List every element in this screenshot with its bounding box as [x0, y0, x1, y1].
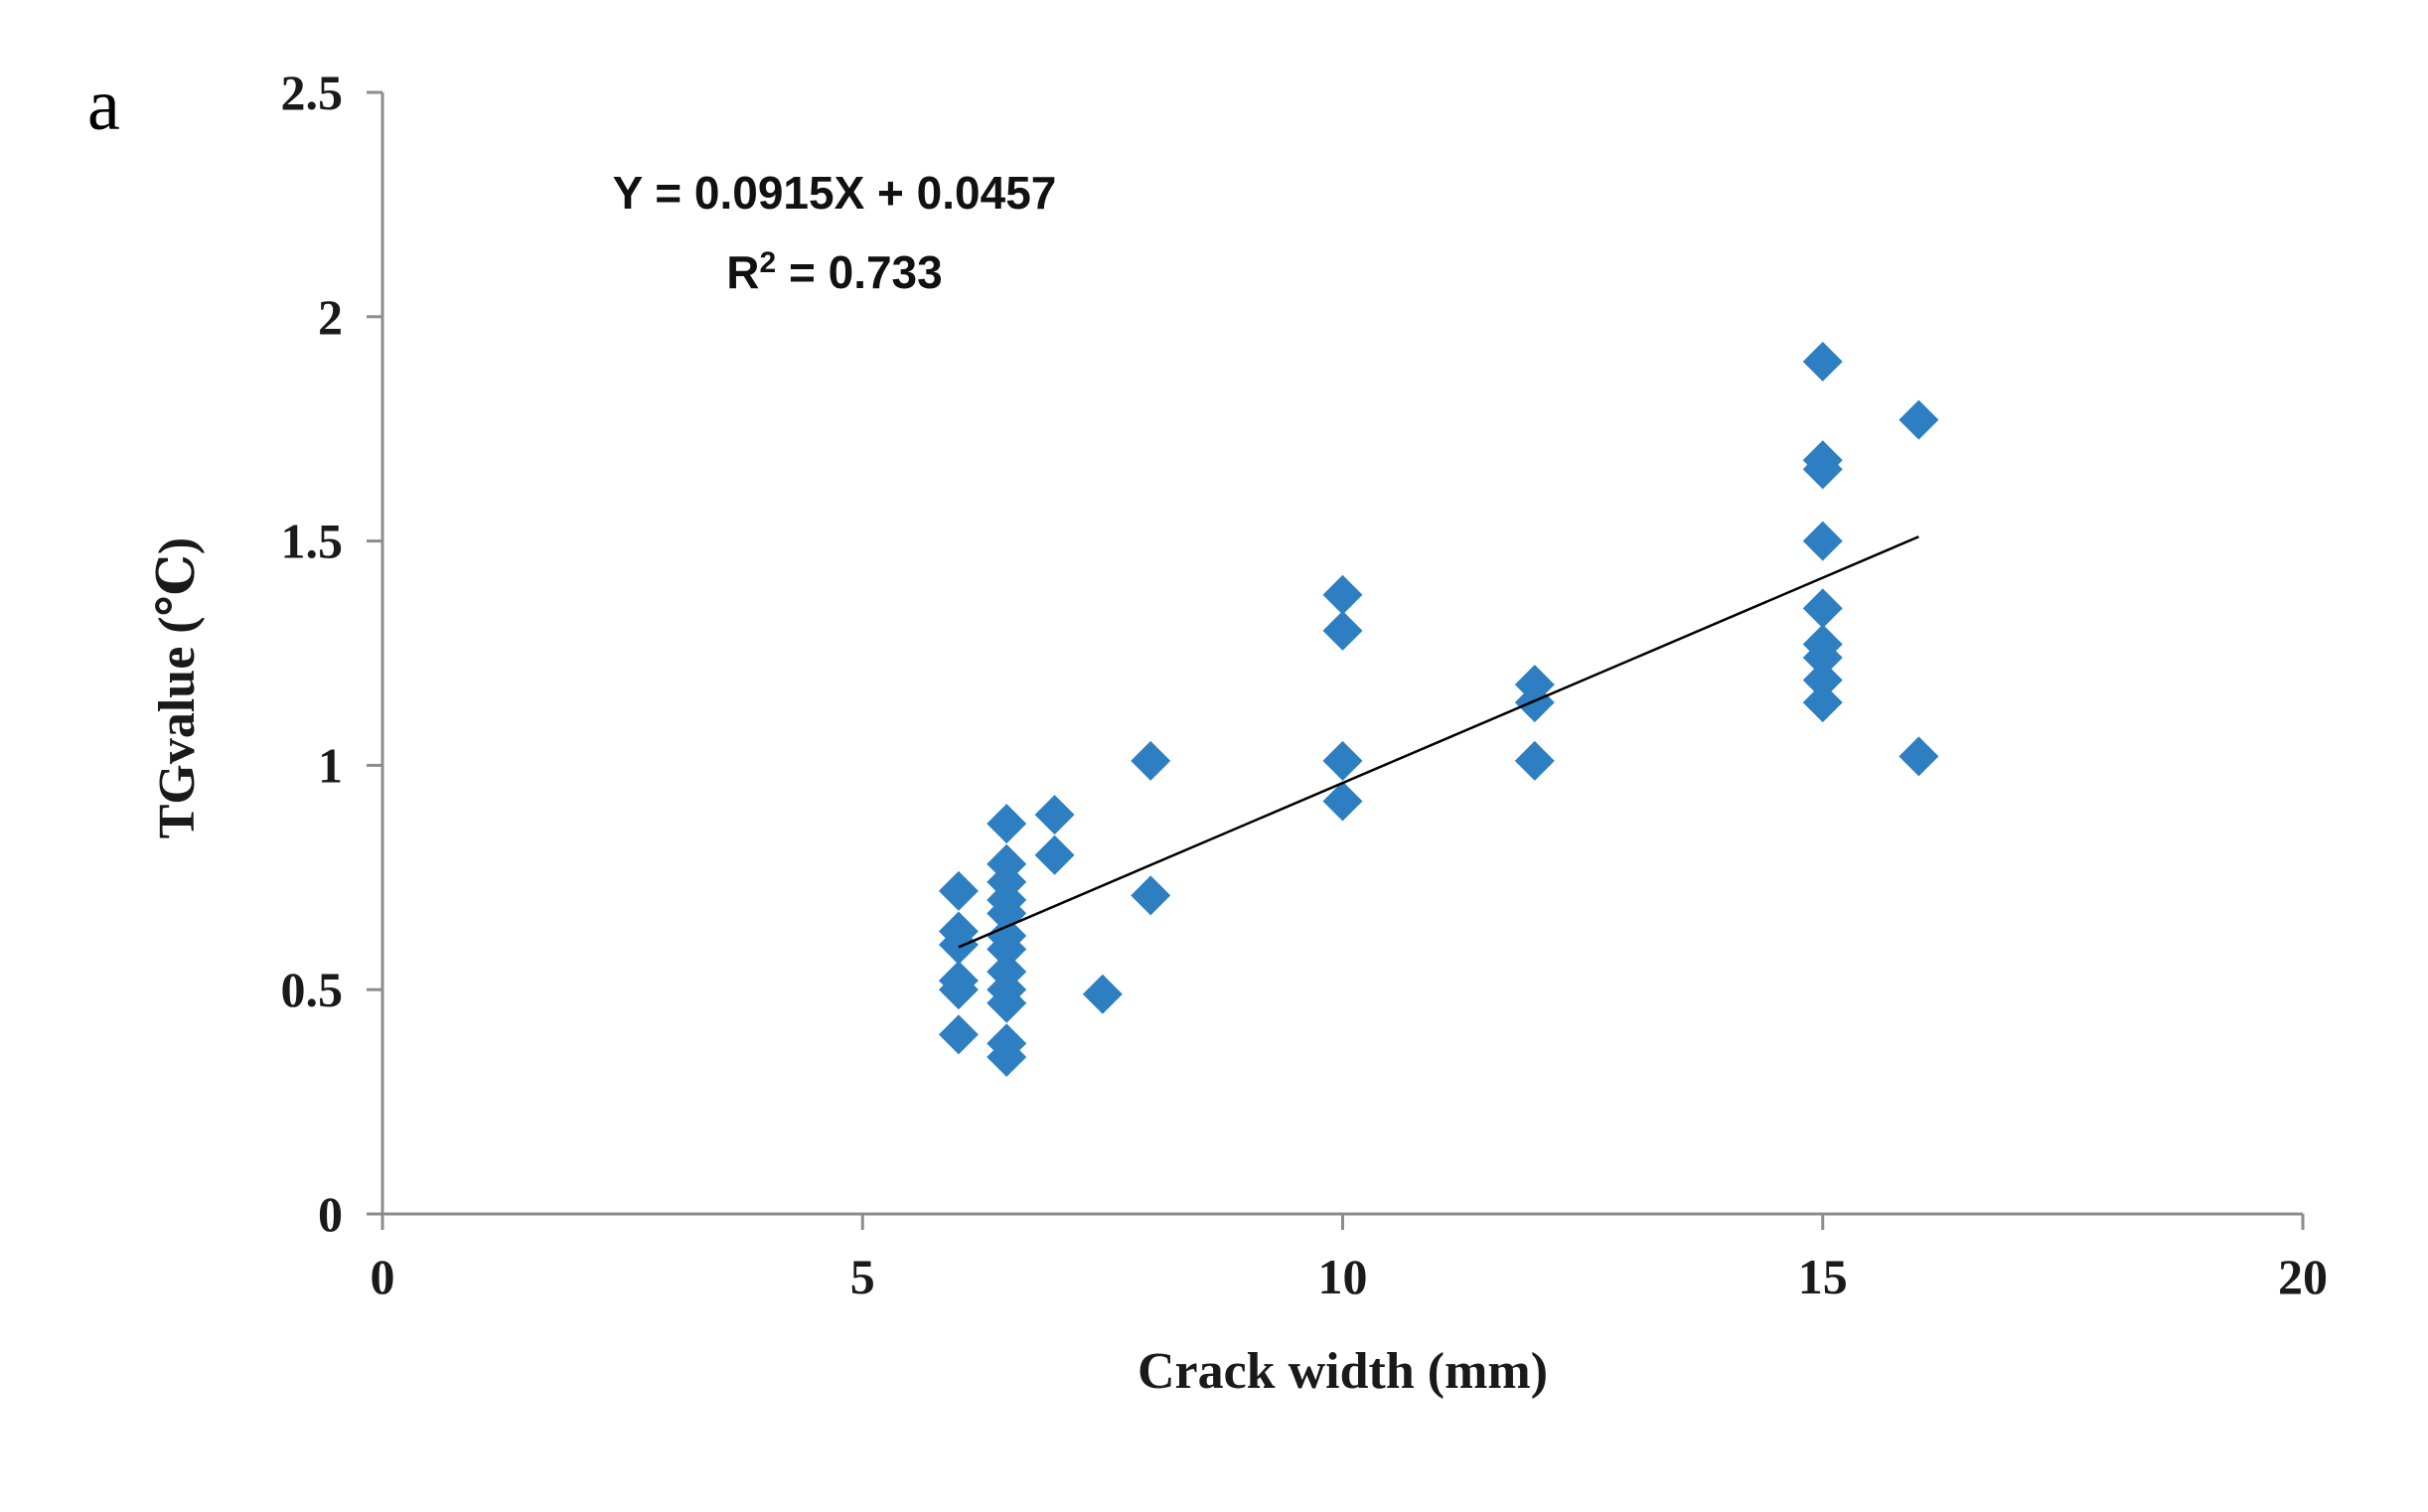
- x-ticks: 0 5 10 15 20: [371, 1214, 2328, 1304]
- data-point: [1898, 399, 1939, 440]
- data-point: [1034, 834, 1075, 875]
- data-point: [1322, 740, 1363, 781]
- data-point: [1322, 574, 1363, 615]
- data-point: [1802, 341, 1843, 381]
- data-point: [1802, 521, 1843, 561]
- data-point: [986, 983, 1027, 1023]
- r-squared-exponent: 2: [760, 246, 777, 279]
- x-tick-label: 15: [1798, 1249, 1848, 1304]
- y-tick-label: 0.5: [281, 962, 344, 1017]
- y-tick-label: 0: [318, 1186, 343, 1242]
- y-tick-label: 2.5: [281, 65, 344, 120]
- r-squared-prefix: R: [726, 246, 759, 298]
- data-points: [938, 341, 1939, 1077]
- x-axis-title: Crack width (mm): [1138, 1343, 1548, 1400]
- data-point: [986, 929, 1027, 970]
- y-tick-label: 1: [318, 737, 343, 793]
- data-point: [1082, 974, 1123, 1014]
- data-point: [1802, 682, 1843, 723]
- y-axis-title: TGvalue (℃): [149, 537, 206, 839]
- data-point: [1802, 449, 1843, 490]
- y-tick-label: 1.5: [281, 514, 344, 569]
- data-point: [938, 1014, 979, 1055]
- r-squared-value: = 0.733: [776, 246, 943, 298]
- data-point: [1322, 610, 1363, 651]
- data-point: [986, 804, 1027, 844]
- x-tick-label: 0: [371, 1249, 395, 1304]
- data-point: [1034, 795, 1075, 835]
- data-point: [1514, 740, 1555, 781]
- y-ticks: 0 0.5 1 1.5 2 2.5: [281, 65, 382, 1242]
- data-point: [986, 1036, 1027, 1077]
- y-tick-label: 2: [318, 289, 343, 345]
- x-tick-label: 5: [850, 1249, 875, 1304]
- data-point: [938, 870, 979, 911]
- data-point: [1131, 875, 1171, 916]
- x-tick-label: 20: [2278, 1249, 2328, 1304]
- r-squared-label: R2 = 0.733: [726, 246, 942, 299]
- data-point: [1802, 638, 1843, 679]
- data-point: [1898, 736, 1939, 777]
- trendline: [958, 535, 1919, 949]
- data-point: [938, 970, 979, 1010]
- panel-label: a: [87, 65, 120, 146]
- data-point: [1131, 740, 1171, 781]
- data-point: [1802, 588, 1843, 629]
- x-tick-label: 10: [1318, 1249, 1368, 1304]
- data-point: [1802, 660, 1843, 700]
- data-point: [938, 925, 979, 966]
- trendline-equation: Y = 0.0915X + 0.0457: [613, 167, 1057, 219]
- data-point: [1514, 682, 1555, 723]
- axes: [380, 92, 2303, 1216]
- data-point: [1322, 781, 1363, 822]
